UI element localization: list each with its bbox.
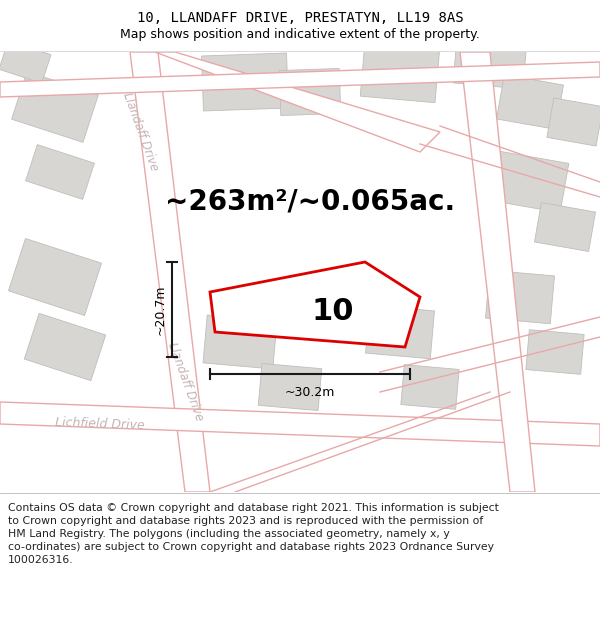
Text: Llandaff Drive: Llandaff Drive: [120, 91, 160, 173]
Polygon shape: [11, 72, 98, 142]
Polygon shape: [491, 151, 569, 213]
Polygon shape: [485, 270, 554, 324]
Polygon shape: [360, 41, 440, 102]
Polygon shape: [453, 35, 527, 89]
Text: ~30.2m: ~30.2m: [285, 386, 335, 399]
Text: Map shows position and indicative extent of the property.: Map shows position and indicative extent…: [120, 28, 480, 41]
Text: Llandaff Drive: Llandaff Drive: [165, 341, 205, 423]
Polygon shape: [202, 53, 289, 111]
Polygon shape: [547, 98, 600, 146]
Polygon shape: [535, 202, 596, 251]
Polygon shape: [0, 402, 600, 446]
Polygon shape: [0, 62, 600, 97]
Text: ~20.7m: ~20.7m: [154, 284, 167, 335]
Polygon shape: [258, 364, 322, 411]
Polygon shape: [210, 262, 420, 347]
Polygon shape: [279, 69, 341, 116]
Polygon shape: [365, 305, 434, 359]
Text: Contains OS data © Crown copyright and database right 2021. This information is : Contains OS data © Crown copyright and d…: [8, 503, 499, 566]
Polygon shape: [155, 52, 440, 152]
Polygon shape: [401, 364, 459, 409]
Text: 10: 10: [312, 296, 354, 326]
Polygon shape: [0, 41, 51, 83]
Polygon shape: [526, 329, 584, 374]
Text: Lichfield Drive: Lichfield Drive: [55, 416, 145, 432]
Polygon shape: [460, 52, 535, 492]
Text: 10, LLANDAFF DRIVE, PRESTATYN, LL19 8AS: 10, LLANDAFF DRIVE, PRESTATYN, LL19 8AS: [137, 11, 463, 26]
Polygon shape: [26, 144, 94, 199]
Polygon shape: [497, 74, 563, 129]
Text: ~263m²/~0.065ac.: ~263m²/~0.065ac.: [165, 188, 455, 216]
Polygon shape: [24, 313, 106, 381]
Polygon shape: [203, 315, 277, 369]
Polygon shape: [130, 52, 210, 492]
Polygon shape: [8, 239, 101, 316]
